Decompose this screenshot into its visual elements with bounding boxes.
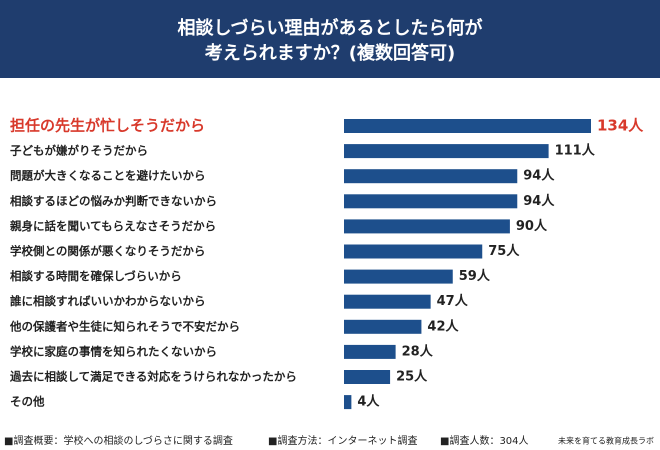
category-label: 学校側との関係が悪くなりそうだから	[10, 244, 205, 258]
bar	[344, 269, 453, 284]
bar	[344, 219, 510, 234]
category-label: 担任の先生が忙しそうだから	[10, 117, 205, 135]
title-banner	[0, 0, 660, 78]
bar	[344, 319, 422, 334]
chart-title: 相談しづらい理由があるとしたら何が	[178, 17, 483, 39]
note: ■調査人数：304人	[440, 434, 529, 447]
value-label: 94人	[523, 168, 555, 184]
value-label: 90人	[516, 218, 548, 234]
category-label: 子どもが嫌がりそうだから	[10, 144, 148, 158]
value-label: 59人	[459, 268, 491, 284]
bar	[344, 244, 483, 259]
value-label: 28人	[402, 343, 434, 359]
category-label: 親身に話を聞いてもらえなさそうだから	[10, 219, 216, 233]
value-label: 4人	[357, 394, 380, 410]
bar	[344, 194, 518, 209]
note: ■調査方法：インターネット調査	[268, 434, 417, 447]
note: ■調査概要：学校への相談のしづらさに関する調査	[4, 434, 233, 447]
source: 未来を育てる教育成長ラボ	[558, 436, 654, 446]
value-label: 111人	[555, 143, 596, 159]
category-label: 誰に相談すればいいかわからないから	[10, 294, 206, 308]
category-label: 問題が大きくなることを避けたいから	[10, 169, 206, 183]
value-label: 42人	[427, 318, 459, 334]
category-label: 他の保護者や生徒に知られそうで不安だから	[9, 319, 240, 333]
category-label: 学校に家庭の事情を知られたくないから	[10, 344, 217, 358]
category-label: 相談する時間を確保しづらいから	[10, 269, 182, 283]
bar	[344, 294, 431, 309]
category-label: 相談するほどの悩みか判断できないから	[10, 194, 217, 208]
bar	[344, 119, 591, 133]
category-label: その他	[10, 395, 45, 409]
chart-title: 考えられますか？(複数回答可)	[205, 42, 455, 64]
category-label: 過去に相談して満足できる対応をうけられなかったから	[9, 370, 297, 384]
value-label: 25人	[396, 369, 428, 385]
bar	[344, 344, 396, 359]
value-label: 134人	[597, 117, 644, 135]
value-label: 75人	[488, 243, 520, 259]
bar	[344, 395, 352, 410]
bar	[344, 370, 391, 384]
value-label: 94人	[523, 193, 555, 209]
bar	[344, 144, 549, 159]
value-label: 47人	[437, 293, 469, 309]
bar	[344, 169, 518, 184]
